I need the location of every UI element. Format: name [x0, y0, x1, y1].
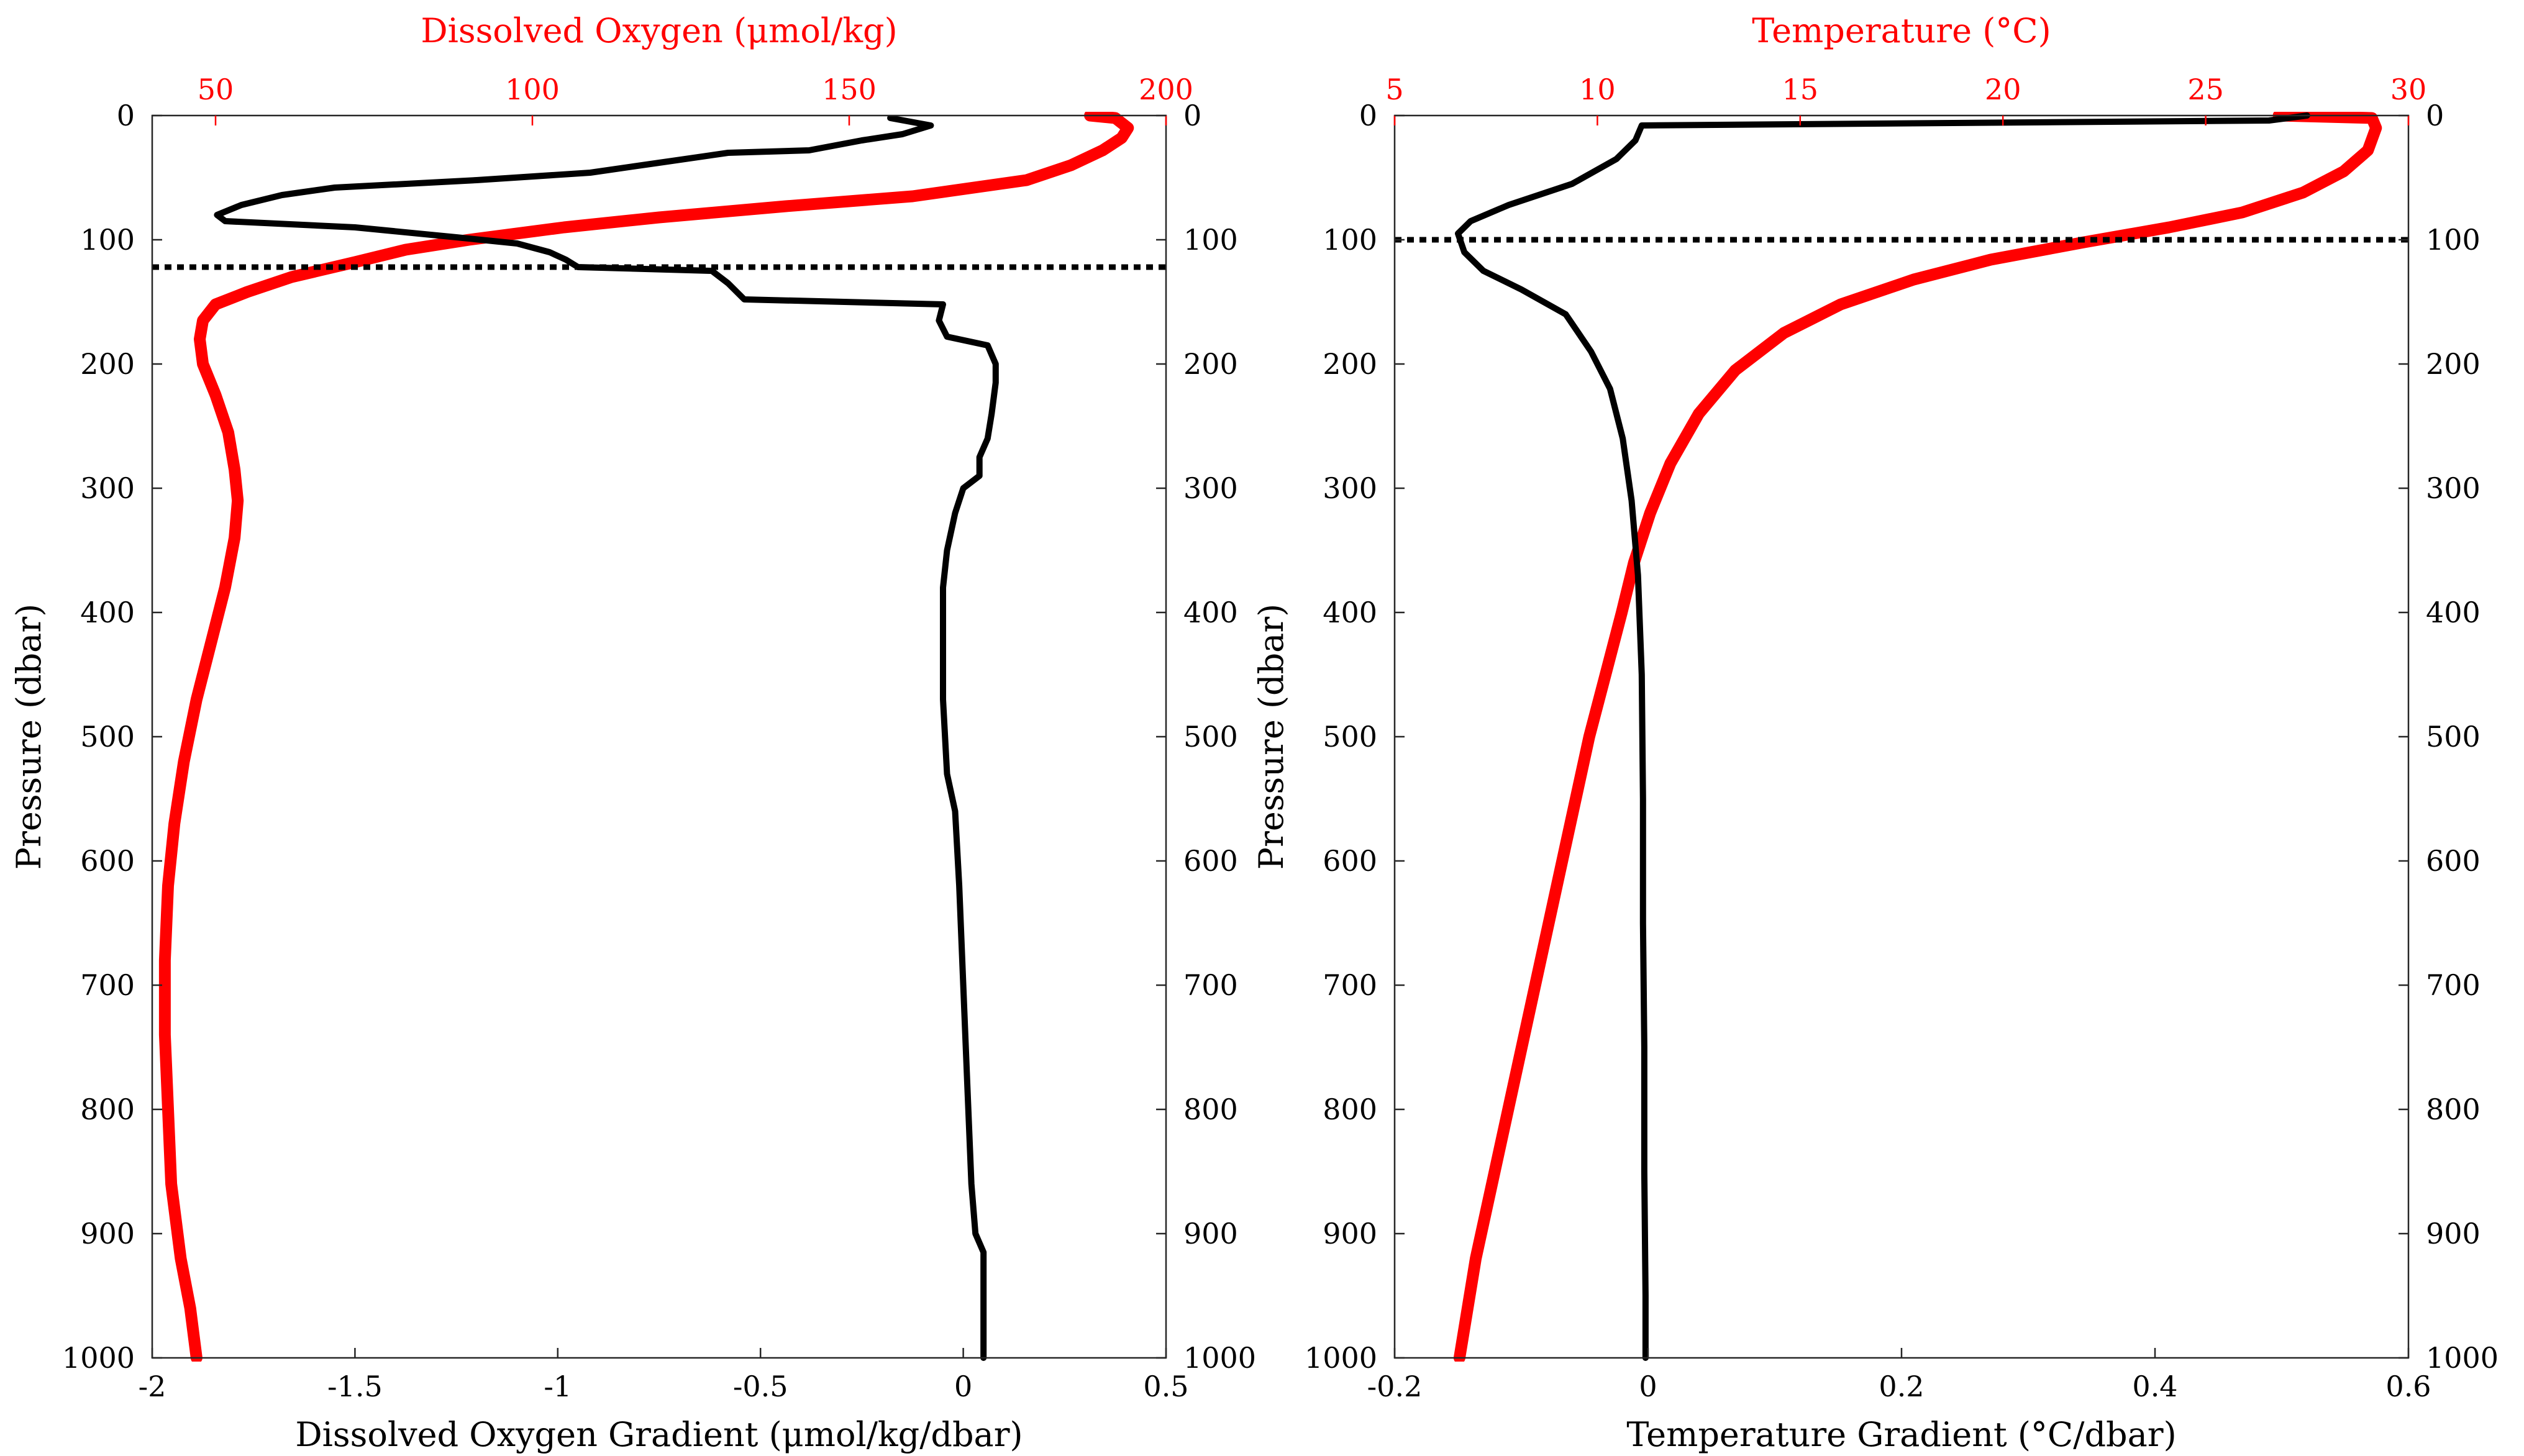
- y-tick-label: 400: [1323, 596, 1377, 629]
- y-tick-label: 600: [80, 844, 135, 878]
- x-tick-label: 0: [954, 1370, 972, 1403]
- y-tick-label: 700: [1323, 968, 1377, 1002]
- right-y-axis-label: Pressure (dbar): [1252, 604, 1291, 870]
- right-y-tick-label: 700: [2426, 968, 2481, 1002]
- right-y-tick-label: 200: [2426, 347, 2481, 381]
- y-tick-label: 500: [1323, 720, 1377, 753]
- top-tick-label: 25: [2187, 73, 2224, 106]
- right-y-tick-label: 200: [1183, 347, 1238, 381]
- top-tick-label: 20: [1985, 73, 2021, 106]
- right-y-tick-label: 0: [1183, 99, 1201, 132]
- right-x-axis-label: Temperature Gradient (°C/dbar): [1626, 1415, 2176, 1454]
- right-bottom-ticks: -0.2 0 0.2 0.4 0.6: [1367, 1348, 2431, 1403]
- left-series-layer: [158, 112, 1134, 1362]
- left-bottom-ticks: -2 -1.5 -1 -0.5 0 0.5: [139, 1348, 1189, 1403]
- x-tick-label: -1: [544, 1370, 572, 1403]
- top-tick-label: 50: [198, 73, 234, 106]
- right-series-layer: [1453, 112, 2382, 1362]
- y-tick-label: 800: [1323, 1093, 1377, 1126]
- top-tick-label: 100: [505, 73, 560, 106]
- left-y-axis-label: Pressure (dbar): [9, 604, 48, 870]
- top-tick-label: 5: [1385, 73, 1403, 106]
- x-tick-label: 0.6: [2385, 1370, 2431, 1403]
- y-tick-label: 600: [1323, 844, 1377, 878]
- black-profile-line: [1455, 112, 2310, 1361]
- right-y-ticks: 0 100 200 300 400 500 600 700 800 900 1000: [1305, 99, 1405, 1375]
- right-y-tick-label: 0: [2426, 99, 2444, 132]
- y-tick-label: 100: [1323, 223, 1377, 257]
- y-tick-label: 800: [80, 1093, 135, 1126]
- right-y-tick-label: 300: [2426, 471, 2481, 505]
- x-tick-label: 0.5: [1143, 1370, 1188, 1403]
- left-top-axis-label: Dissolved Oxygen (μmol/kg): [421, 11, 897, 50]
- right-y-tick-label: 500: [2426, 720, 2481, 753]
- x-tick-label: -2: [139, 1370, 166, 1403]
- top-tick-label: 200: [1139, 73, 1193, 106]
- right-right-y-ticks: 0 100 200 300 400 500 600 700 800 900 1000: [2399, 99, 2499, 1375]
- right-y-tick-label: 100: [1183, 223, 1238, 257]
- y-tick-label: 300: [1323, 471, 1377, 505]
- red-profile-line: [158, 112, 1134, 1362]
- y-tick-label: 700: [80, 968, 135, 1002]
- y-tick-label: 0: [1359, 99, 1377, 132]
- y-tick-label: 300: [80, 471, 135, 505]
- x-tick-label: 0.4: [2132, 1370, 2177, 1403]
- left-x-axis-label: Dissolved Oxygen Gradient (μmol/kg/dbar): [295, 1415, 1023, 1454]
- y-tick-label: 400: [80, 596, 135, 629]
- right-y-tick-label: 500: [1183, 720, 1238, 753]
- right-y-tick-label: 400: [1183, 596, 1238, 629]
- top-tick-label: 15: [1782, 73, 1819, 106]
- right-y-tick-label: 600: [2426, 844, 2481, 878]
- top-tick-label: 10: [1579, 73, 1616, 106]
- right-y-tick-label: 1000: [2426, 1341, 2499, 1375]
- right-panel: -0.2 0 0.2 0.4 0.6 5 10 15 20 25 30 0 100 200 300 400…: [1252, 11, 2499, 1454]
- right-y-tick-label: 1000: [1183, 1341, 1256, 1375]
- left-panel: -2 -1.5 -1 -0.5 0 0.5 50 100 150 200 0 100 200 300 4…: [9, 11, 1256, 1454]
- y-tick-label: 200: [1323, 347, 1377, 381]
- top-tick-label: 30: [2390, 73, 2427, 106]
- y-tick-label: 900: [1323, 1217, 1377, 1250]
- y-tick-label: 500: [80, 720, 135, 753]
- top-tick-label: 150: [822, 73, 877, 106]
- left-top-ticks: 50 100 150 200: [198, 73, 1193, 125]
- left-right-y-ticks: 0 100 200 300 400 500 600 700 800 900 1000: [1156, 99, 1256, 1375]
- right-top-axis-label: Temperature (°C): [1752, 11, 2051, 50]
- y-tick-label: 1000: [62, 1341, 135, 1375]
- x-tick-label: -1.5: [327, 1370, 383, 1403]
- left-y-ticks: 0 100 200 300 400 500 600 700 800 900 1000: [62, 99, 162, 1375]
- y-tick-label: 0: [117, 99, 135, 132]
- right-y-tick-label: 800: [2426, 1093, 2481, 1126]
- right-y-tick-label: 900: [1183, 1217, 1238, 1250]
- y-tick-label: 1000: [1305, 1341, 1377, 1375]
- right-y-tick-label: 600: [1183, 844, 1238, 878]
- y-tick-label: 100: [80, 223, 135, 257]
- right-y-tick-label: 900: [2426, 1217, 2481, 1250]
- black-profile-line: [214, 115, 999, 1361]
- right-y-tick-label: 800: [1183, 1093, 1238, 1126]
- right-y-tick-label: 300: [1183, 471, 1238, 505]
- right-y-tick-label: 400: [2426, 596, 2481, 629]
- x-tick-label: -0.5: [733, 1370, 788, 1403]
- x-tick-label: 0.2: [1879, 1370, 1924, 1403]
- right-top-ticks: 5 10 15 20 25 30: [1385, 73, 2426, 125]
- red-profile-line: [1453, 112, 2382, 1362]
- x-tick-label: 0: [1639, 1370, 1657, 1403]
- x-tick-label: -0.2: [1367, 1370, 1423, 1403]
- right-y-tick-label: 100: [2426, 223, 2481, 257]
- y-tick-label: 200: [80, 347, 135, 381]
- y-tick-label: 900: [80, 1217, 135, 1250]
- right-y-tick-label: 700: [1183, 968, 1238, 1002]
